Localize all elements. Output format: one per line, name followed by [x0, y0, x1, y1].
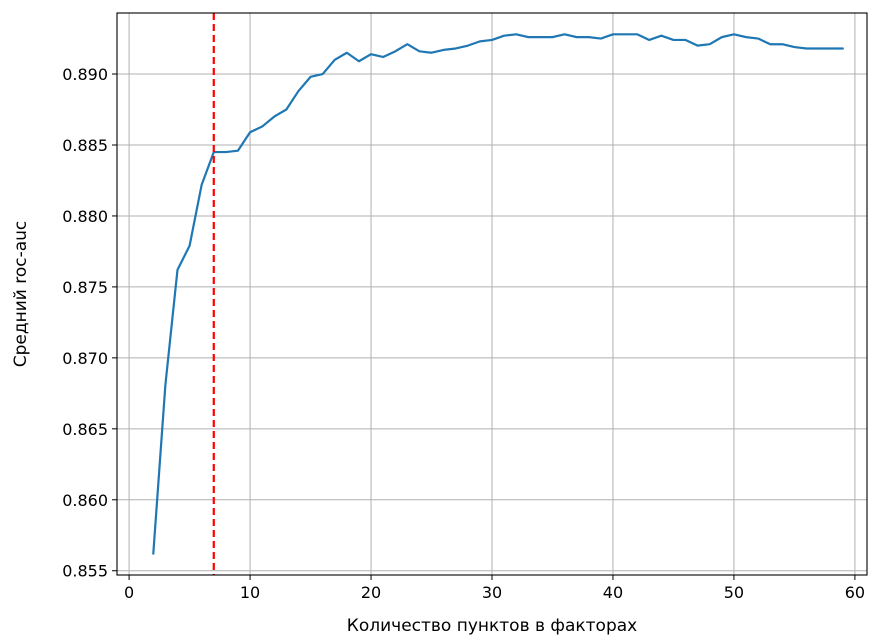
x-axis-label: Количество пунктов в факторах — [347, 616, 637, 636]
x-tick-label: 50 — [724, 583, 744, 602]
plot-series — [152, 13, 844, 575]
y-tick-label: 0.880 — [62, 207, 108, 226]
x-tick-label: 60 — [845, 583, 865, 602]
x-tick-label: 30 — [482, 583, 502, 602]
y-axis-label: Средний roc-auc — [11, 221, 31, 368]
y-tick-label: 0.885 — [62, 136, 108, 155]
x-tick-label: 10 — [240, 583, 260, 602]
x-tick-label: 40 — [603, 583, 623, 602]
axis-ticks: 0 10 20 30 40 50 60 0.855 0.860 0.865 0.870 0.875 0.… — [62, 65, 865, 602]
y-tick-label: 0.860 — [62, 491, 108, 510]
y-tick-label: 0.870 — [62, 349, 108, 368]
roc-auc-series-line — [152, 33, 844, 555]
x-tick-label: 0 — [124, 583, 134, 602]
y-tick-label: 0.865 — [62, 420, 108, 439]
grid-lines — [117, 13, 867, 575]
y-tick-label: 0.855 — [62, 562, 108, 581]
x-tick-label: 20 — [361, 583, 381, 602]
y-tick-label: 0.890 — [62, 65, 108, 84]
y-tick-label: 0.875 — [62, 278, 108, 297]
